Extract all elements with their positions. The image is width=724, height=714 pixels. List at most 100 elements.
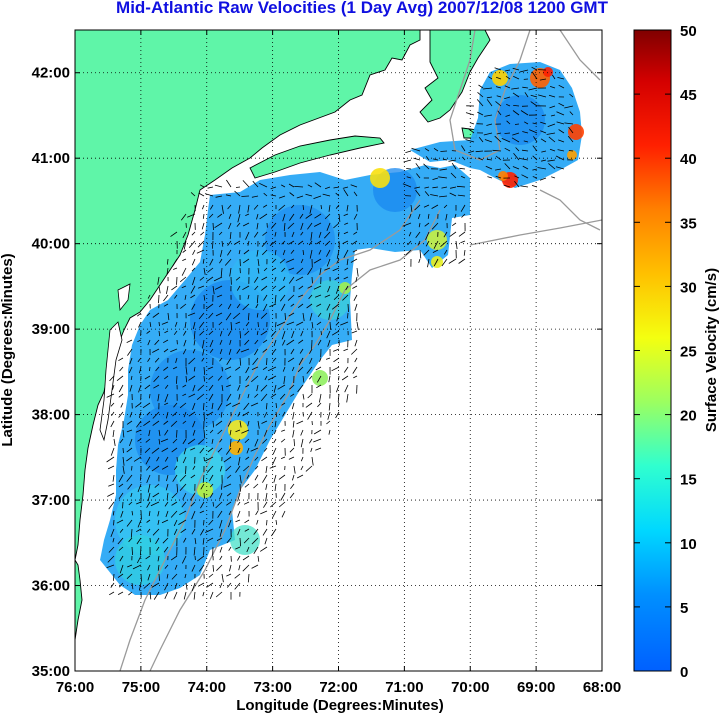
y-tick-label: 37:00 — [32, 492, 70, 509]
velocity-arrow — [506, 103, 511, 107]
velocity-arrow — [264, 375, 268, 381]
velocity-arrow — [187, 213, 196, 218]
velocity-arrow — [253, 276, 259, 283]
colorbar-tick-label: 50 — [680, 23, 697, 40]
velocity-arrow — [234, 190, 241, 197]
velocity-arrow — [126, 339, 133, 343]
velocity-arrow — [305, 193, 313, 197]
velocity-arrow — [460, 175, 466, 179]
velocity-arrow — [438, 176, 448, 179]
velocity-arrow — [237, 555, 241, 561]
velocity-arrow — [209, 339, 214, 348]
velocity-arrow — [164, 564, 169, 569]
velocity-arrow — [281, 267, 286, 272]
y-tick-label: 35:00 — [32, 663, 70, 680]
velocity-arrow — [219, 555, 223, 561]
velocity-arrow — [289, 213, 295, 221]
velocity-arrow — [432, 186, 439, 189]
velocity-arrow — [314, 294, 322, 298]
velocity-arrow — [176, 483, 179, 493]
velocity-arrow — [256, 519, 259, 525]
velocity-arrow — [199, 184, 205, 188]
velocity-arrow — [282, 339, 286, 346]
velocity-arrow — [199, 510, 205, 514]
velocity-arrow — [278, 285, 286, 292]
velocity-arrow — [266, 402, 268, 410]
velocity-arrow — [144, 447, 151, 453]
velocity-arrow — [203, 519, 205, 526]
velocity-arrow — [319, 357, 322, 362]
velocity-arrow — [198, 438, 205, 445]
velocity-arrow — [478, 137, 484, 143]
velocity-arrow — [262, 474, 268, 483]
velocity-arrow — [235, 321, 241, 325]
velocity-arrow — [555, 155, 565, 161]
velocity-arrow — [203, 429, 206, 439]
velocity-arrow — [131, 510, 134, 516]
velocity-arrow — [355, 276, 358, 282]
velocity-arrow — [282, 249, 286, 256]
velocity-arrow — [338, 213, 341, 222]
velocity-arrow — [288, 312, 295, 317]
velocity-arrow — [251, 375, 259, 383]
velocity-arrow — [270, 330, 277, 337]
velocity-arrow — [425, 231, 430, 240]
velocity-arrow — [300, 465, 304, 471]
x-tick-label: 70:00 — [451, 679, 489, 696]
velocity-arrow — [191, 564, 196, 572]
y-tick-label: 41:00 — [32, 150, 70, 167]
velocity-arrow — [182, 420, 187, 424]
velocity-arrow — [504, 147, 511, 152]
velocity-arrow — [136, 528, 142, 533]
hot-spot — [228, 420, 248, 440]
velocity-arrow — [182, 249, 187, 253]
velocity-arrow — [158, 321, 160, 327]
velocity-arrow — [166, 573, 169, 579]
velocity-arrow — [223, 483, 232, 488]
velocity-arrow — [164, 393, 169, 403]
velocity-arrow — [245, 213, 250, 216]
velocity-arrow — [547, 159, 556, 162]
velocity-arrow — [219, 492, 223, 500]
velocity-arrow — [228, 546, 232, 551]
velocity-arrow — [283, 276, 286, 281]
velocity-arrow — [229, 429, 232, 436]
velocity-arrow — [146, 465, 151, 471]
velocity-arrow — [174, 465, 178, 471]
velocity-arrow — [451, 162, 457, 170]
velocity-arrow — [251, 537, 259, 545]
velocity-arrow — [568, 150, 574, 152]
velocity-arrow — [558, 139, 565, 143]
velocity-arrow — [307, 411, 313, 420]
velocity-arrow — [484, 114, 493, 117]
velocity-arrow — [278, 474, 286, 480]
velocity-arrow — [450, 172, 457, 179]
velocity-arrow — [108, 483, 115, 487]
velocity-arrow — [234, 582, 241, 590]
velocity-arrow — [135, 429, 142, 433]
velocity-arrow — [326, 222, 331, 231]
velocity-arrow — [170, 420, 178, 427]
velocity-arrow — [199, 447, 205, 454]
velocity-arrow — [460, 240, 466, 244]
velocity-arrow — [227, 249, 232, 256]
velocity-arrow — [515, 147, 520, 152]
speed-patch — [230, 525, 260, 555]
velocity-arrow — [245, 366, 250, 374]
velocity-arrow — [281, 184, 286, 188]
velocity-arrow — [253, 231, 259, 238]
velocity-arrow — [546, 132, 556, 135]
velocity-arrow — [333, 186, 340, 189]
velocity-arrow — [532, 168, 538, 171]
velocity-arrow — [556, 111, 565, 116]
velocity-arrow — [191, 303, 196, 310]
velocity-arrow — [190, 447, 196, 451]
velocity-arrow — [341, 375, 349, 381]
velocity-arrow — [512, 166, 520, 170]
velocity-arrow — [152, 528, 160, 536]
velocity-arrow — [173, 519, 178, 527]
velocity-arrow — [335, 192, 340, 197]
velocity-arrow — [152, 492, 160, 498]
velocity-arrow — [275, 402, 277, 408]
hot-spot — [567, 150, 577, 160]
